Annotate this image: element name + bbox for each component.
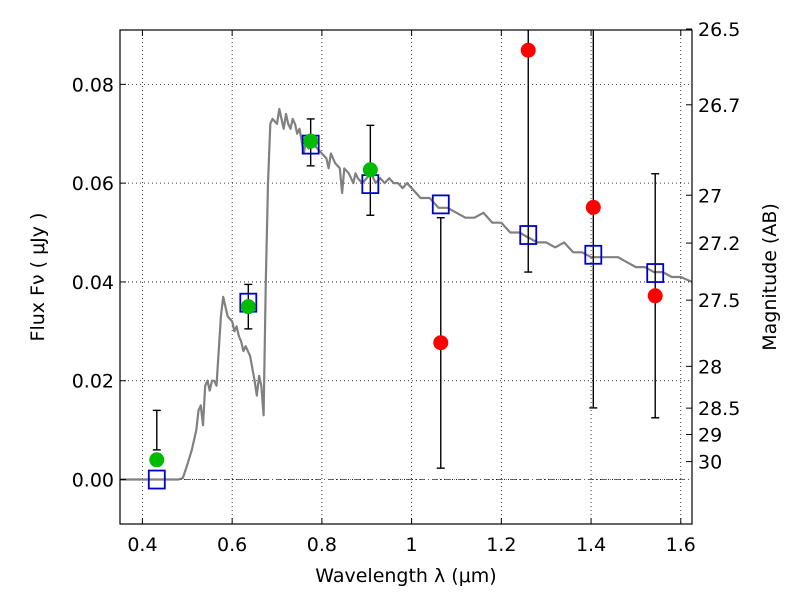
detected-flux-point: [362, 162, 378, 178]
mag-tick-label: 26.7: [698, 95, 740, 117]
detected-flux-point: [303, 133, 319, 149]
right-axis-label: Magnitude (AB): [759, 203, 781, 351]
nondetected-flux-point: [520, 42, 536, 58]
mag-tick-label: 27.2: [698, 233, 740, 255]
x-tick-label: 1: [406, 534, 418, 556]
mag-tick-label: 28: [698, 356, 722, 378]
mag-tick-label: 27.5: [698, 290, 740, 312]
model-band-flux-square: [147, 469, 166, 490]
x-tick-label: 1.6: [666, 534, 696, 556]
x-tick-label: 1.4: [576, 534, 606, 556]
x-tick-label: 0.4: [127, 534, 157, 556]
model-band-flux-square: [519, 225, 538, 245]
y-tick-label: 0.08: [72, 74, 114, 96]
plot-area: [120, 30, 692, 490]
mag-tick-label: 27: [698, 185, 722, 207]
detected-flux-point: [240, 299, 256, 315]
y-tick-label: 0.00: [72, 470, 114, 492]
mag-tick-label: 29: [698, 424, 722, 446]
nondetected-flux-point: [433, 335, 449, 351]
nondetected-flux-point: [647, 288, 663, 304]
grid: [120, 30, 692, 524]
x-axis-label: Wavelength λ (μm): [315, 565, 496, 587]
detected-flux-point: [149, 452, 165, 468]
model-band-flux-square: [646, 263, 665, 283]
nondetected-flux-point: [585, 199, 601, 215]
model-spectrum-line: [120, 107, 692, 481]
y-tick-label: 0.06: [72, 173, 114, 195]
model-band-flux-square: [584, 244, 603, 265]
mag-tick-label: 28.5: [698, 398, 740, 420]
mag-tick-label: 26.5: [698, 19, 740, 41]
y-axis-label: Flux Fν ( μJy ): [27, 213, 49, 342]
plot-frame: [119, 29, 693, 525]
x-tick-label: 0.8: [307, 534, 337, 556]
ticks: 0.4 0.6 0.8 1 1.2 1.4 1.6 0.00 0.02 0.04 0.06 0.08 2…: [72, 19, 741, 556]
y-tick-label: 0.04: [72, 272, 114, 294]
x-tick-label: 0.6: [217, 534, 247, 556]
y-tick-label: 0.02: [72, 371, 114, 393]
mag-tick-label: 30: [698, 452, 722, 474]
x-tick-label: 1.2: [486, 534, 516, 556]
model-band-flux-square: [431, 194, 450, 215]
